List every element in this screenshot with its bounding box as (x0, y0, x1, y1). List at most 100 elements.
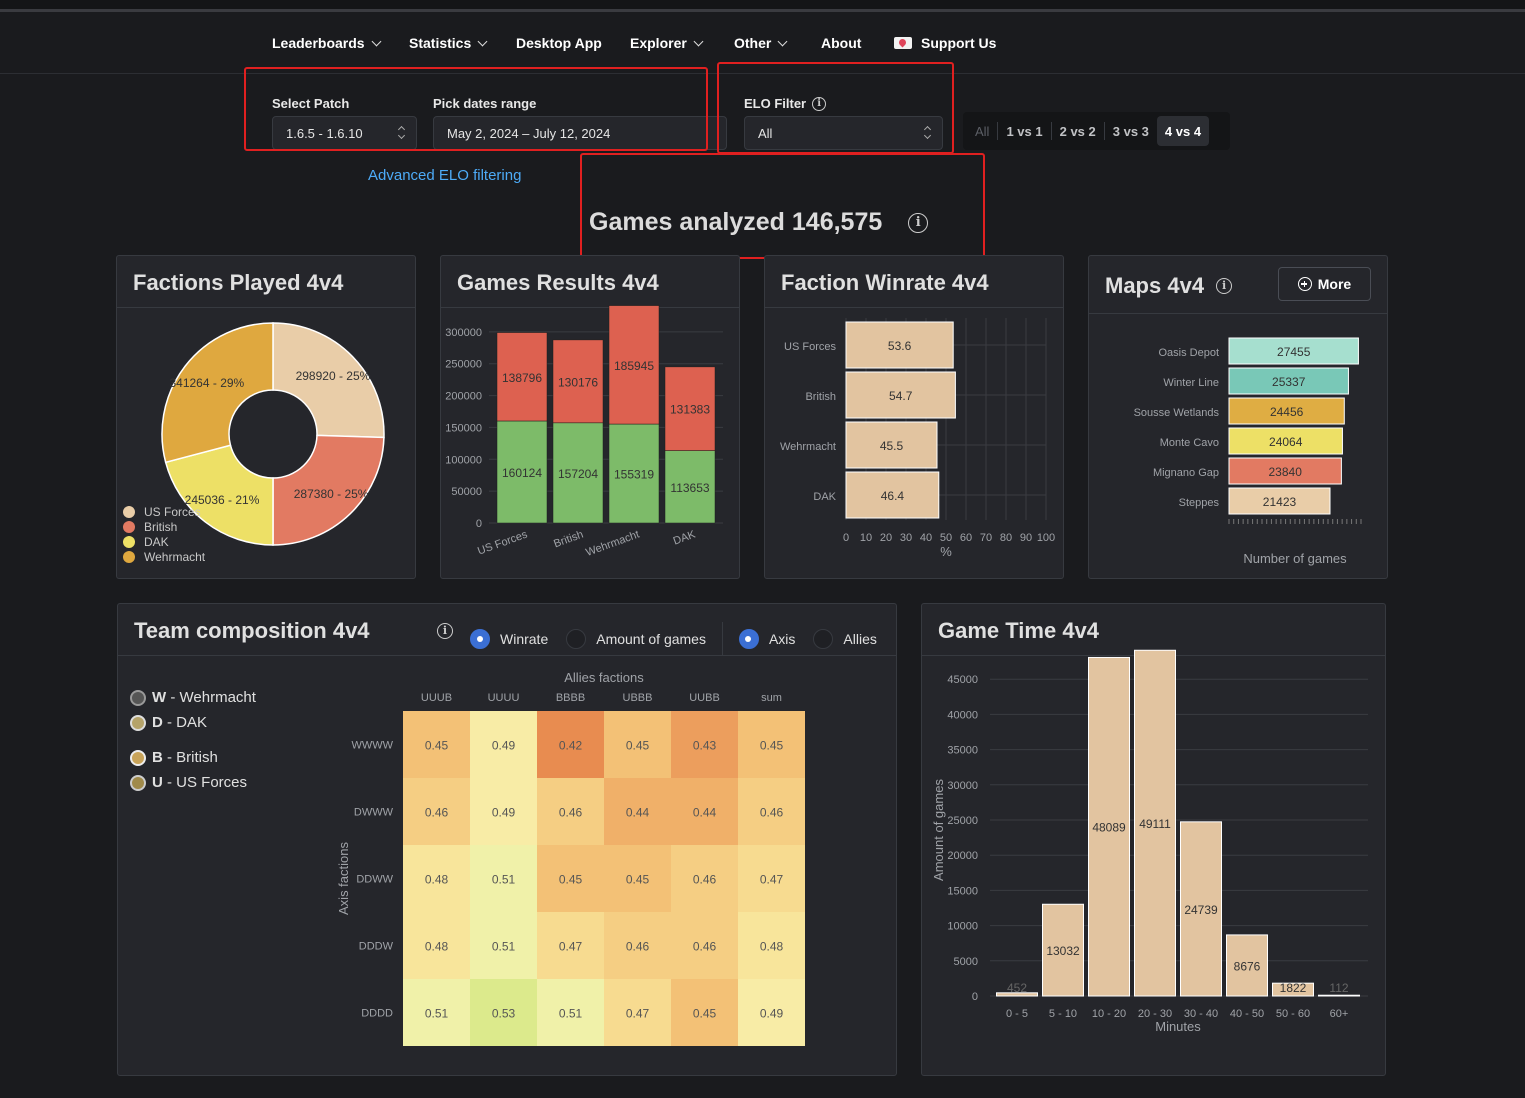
bar-value-label: 48089 (1092, 821, 1126, 835)
heatmap-cell (537, 778, 604, 845)
elo-filter-select[interactable]: All (744, 116, 943, 150)
info-icon[interactable]: i (908, 212, 929, 233)
histogram-bar (1088, 656, 1130, 997)
heatmap-cell (470, 979, 537, 1046)
nav-other[interactable]: Other (734, 35, 788, 51)
plus-circle-icon (1297, 277, 1312, 291)
x-tick-label: 0 (843, 532, 849, 544)
british-faction-icon (130, 749, 146, 766)
date-range-picker[interactable]: May 2, 2024 – July 12, 2024 (433, 116, 727, 150)
legend-us-forces: U - US Forces (130, 774, 247, 791)
more-maps-button[interactable]: More (1278, 267, 1371, 301)
y-tick-label: DDDW (359, 941, 394, 953)
x-tick-label: UUBB (689, 692, 720, 704)
y-tick-label: 150000 (445, 422, 482, 434)
y-axis-label: Axis factions (336, 842, 351, 915)
mode-all[interactable]: All (975, 123, 990, 139)
x-tick-label: 10 - 20 (1092, 1008, 1126, 1020)
heatmap-cell (537, 845, 604, 912)
bar-value-label: 113653 (670, 481, 709, 495)
card-title: Faction Winrate 4v4 (781, 270, 989, 295)
info-icon[interactable]: i (1216, 278, 1233, 294)
mode-3v3[interactable]: 3 vs 3 (1112, 123, 1149, 139)
nav-desktop-app[interactable]: Desktop App (516, 35, 602, 51)
chevron-down-icon (693, 36, 704, 46)
legend-label: US Forces (144, 505, 201, 519)
amount-of-games-radio[interactable] (566, 629, 587, 649)
bar-value-label: 138796 (502, 371, 542, 385)
x-tick-label: DAK (672, 528, 698, 547)
legend-swatch (123, 551, 135, 563)
legend-label: British (144, 520, 177, 534)
faction-winrate-card: Faction Winrate 4v4 0 10 20 30 40 50 60 70 80 90 1… (764, 255, 1064, 579)
faction-name: - DAK (162, 714, 208, 731)
x-tick-label: Wehrmacht (584, 529, 641, 559)
info-icon[interactable]: i (437, 623, 453, 639)
legend-label: Wehrmacht (144, 550, 206, 564)
y-tick-label: 20000 (947, 850, 978, 862)
nav-label: Statistics (409, 35, 472, 51)
heatmap-value: 0.42 (559, 739, 583, 753)
x-axis-label: Allies factions (564, 670, 644, 685)
nav-support-us[interactable]: Support Us (894, 35, 996, 51)
heatmap-value: 0.46 (693, 873, 717, 887)
dak-faction-icon (130, 714, 146, 731)
heatmap-cell (537, 912, 604, 979)
bar-segment (552, 339, 604, 424)
mode-2v2[interactable]: 2 vs 2 (1059, 123, 1096, 139)
nav-label: Other (734, 35, 772, 51)
heatmap-cell (403, 778, 470, 845)
nav-statistics[interactable]: Statistics (409, 35, 488, 51)
top-navigation: Leaderboards Statistics Desktop App Expl… (0, 12, 1525, 74)
bar-value-label: 46.4 (881, 489, 905, 503)
winrate-radio[interactable] (470, 629, 490, 649)
heatmap-cell (604, 778, 671, 845)
nav-explorer[interactable]: Explorer (630, 35, 704, 51)
bar-value-label: 155319 (614, 468, 654, 482)
bar-value-label: 49111 (1139, 817, 1171, 831)
pie-slice (161, 322, 274, 464)
y-tick-label: DDWW (356, 874, 393, 886)
divider (1103, 122, 1105, 140)
advanced-elo-filtering-link[interactable]: Advanced ELO filtering (368, 167, 522, 184)
heatmap-value: 0.46 (760, 806, 784, 820)
x-tick-label: 70 (980, 532, 992, 544)
y-tick-label: DWWW (354, 807, 394, 819)
metric-radio-group: Winrate Amount of games Axis Allies (470, 622, 877, 656)
y-tick-label: Monte Cavo (1160, 437, 1219, 449)
mode-1v1[interactable]: 1 vs 1 (1006, 123, 1043, 139)
nav-leaderboards[interactable]: Leaderboards (272, 35, 382, 51)
info-icon[interactable]: i (812, 96, 827, 111)
heatmap-value: 0.44 (693, 806, 717, 820)
x-tick-label: 30 (900, 532, 912, 544)
x-tick-label: BBBB (556, 692, 585, 704)
elo-filter-label: ELO Filter i (744, 96, 827, 111)
winrate-bar (845, 421, 938, 469)
y-tick-label: 40000 (947, 709, 978, 721)
mode-4v4[interactable]: 4 vs 4 (1156, 116, 1210, 146)
heatmap-value: 0.46 (693, 940, 717, 954)
maps-chart: 27455 Oasis Depot 25337 Winter Line 24456 Sou… (1134, 337, 1362, 566)
allies-radio[interactable] (813, 629, 834, 649)
pie-slice (164, 444, 274, 546)
legend-swatch (123, 506, 135, 518)
bar-value-label: 24739 (1184, 903, 1218, 917)
x-tick-label: UUUU (488, 692, 520, 704)
heatmap-value: 0.45 (559, 873, 583, 887)
heatmap-cell (671, 979, 738, 1046)
patch-select[interactable]: 1.6.5 - 1.6.10 (272, 116, 417, 150)
bar-value-label: 25337 (1272, 375, 1306, 389)
divider (997, 122, 999, 140)
winrate-bar (845, 371, 956, 419)
x-tick-label: British (552, 529, 585, 551)
nav-about[interactable]: About (821, 35, 861, 51)
bar-segment (664, 366, 716, 451)
heatmap-value: 0.48 (425, 873, 449, 887)
wehrmacht-faction-icon (130, 689, 146, 706)
faction-name: - Wehrmacht (166, 689, 256, 706)
highlight-box (580, 153, 985, 259)
x-tick-label: 80 (1000, 532, 1012, 544)
histogram-bar (1134, 649, 1176, 997)
axis-radio[interactable] (738, 629, 759, 649)
y-tick-label: 50000 (451, 486, 482, 498)
